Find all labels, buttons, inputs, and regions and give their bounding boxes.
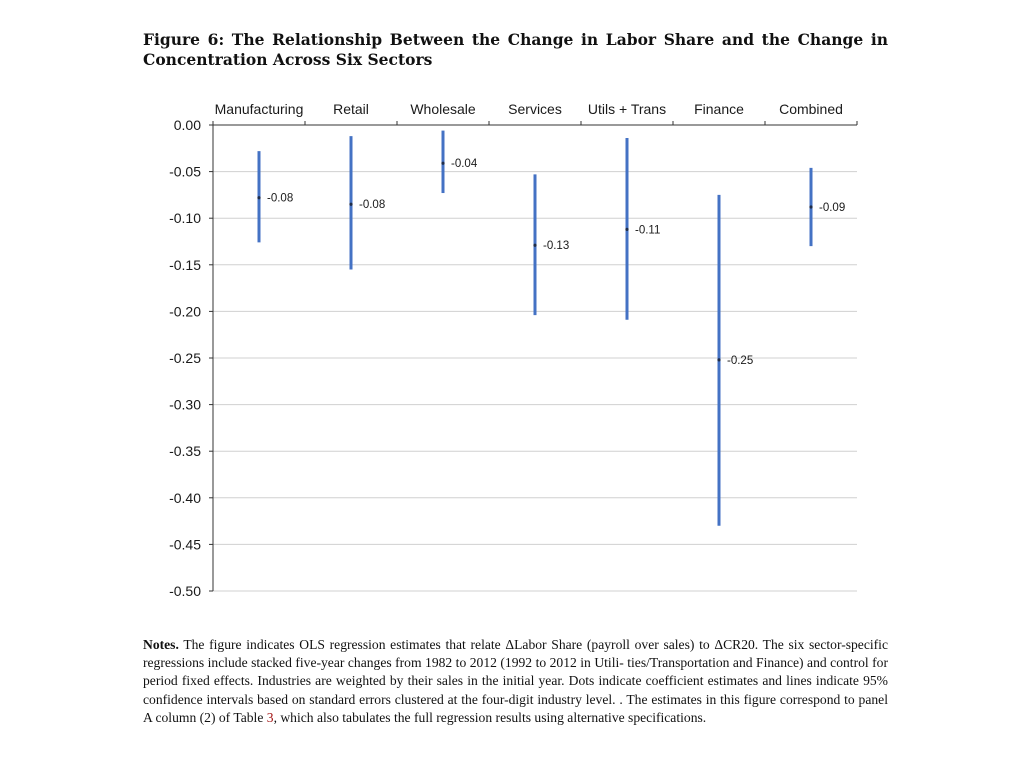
data-label: -0.25 — [727, 355, 753, 367]
estimate-dot — [717, 358, 721, 362]
estimate-dot — [625, 227, 629, 231]
data-label: -0.13 — [543, 240, 569, 252]
category-label: Utils + Trans — [588, 101, 666, 117]
estimate-dot — [809, 205, 813, 209]
category-label: Manufacturing — [215, 101, 304, 117]
category-label: Services — [508, 101, 562, 117]
category-label: Combined — [779, 101, 843, 117]
table-reference-link[interactable]: 3 — [266, 709, 274, 725]
data-label: -0.08 — [359, 199, 385, 211]
figure-notes: Notes. The figure indicates OLS regressi… — [143, 636, 888, 727]
y-tick-label: -0.40 — [169, 490, 201, 506]
category-label: Wholesale — [410, 101, 476, 117]
error-bar-chart: 0.00 -0.05 -0.10 -0.15 -0.20 -0.25 -0.30 -0.35 -… — [169, 101, 858, 599]
estimate-dot — [257, 196, 261, 200]
y-tick-label: -0.35 — [169, 443, 201, 459]
figure-title: Figure 6: The Relationship Between the C… — [143, 30, 888, 69]
data-label: -0.08 — [267, 193, 293, 205]
estimate-dot — [349, 202, 353, 206]
category-label: Retail — [333, 101, 369, 117]
category-label: Finance — [694, 101, 744, 117]
y-tick-label: -0.05 — [169, 164, 201, 180]
data-label: -0.04 — [451, 158, 478, 170]
y-tick-label: -0.20 — [169, 303, 201, 319]
y-tick-label: -0.10 — [169, 210, 201, 226]
y-tick-label: -0.50 — [169, 583, 201, 599]
notes-text: The figure indicates OLS regression esti… — [143, 637, 888, 725]
notes-text-end: , which also tabulates the full regressi… — [273, 709, 707, 725]
y-tick-label: -0.15 — [169, 257, 201, 273]
estimate-dot — [441, 161, 445, 165]
y-tick-label: 0.00 — [174, 117, 201, 133]
y-tick-label: -0.25 — [169, 350, 201, 366]
data-label: -0.09 — [819, 202, 845, 214]
notes-label: Notes. — [143, 637, 179, 652]
data-label: -0.11 — [635, 224, 660, 236]
y-tick-label: -0.45 — [169, 536, 201, 552]
estimate-dot — [533, 243, 537, 247]
y-tick-label: -0.30 — [169, 397, 201, 413]
